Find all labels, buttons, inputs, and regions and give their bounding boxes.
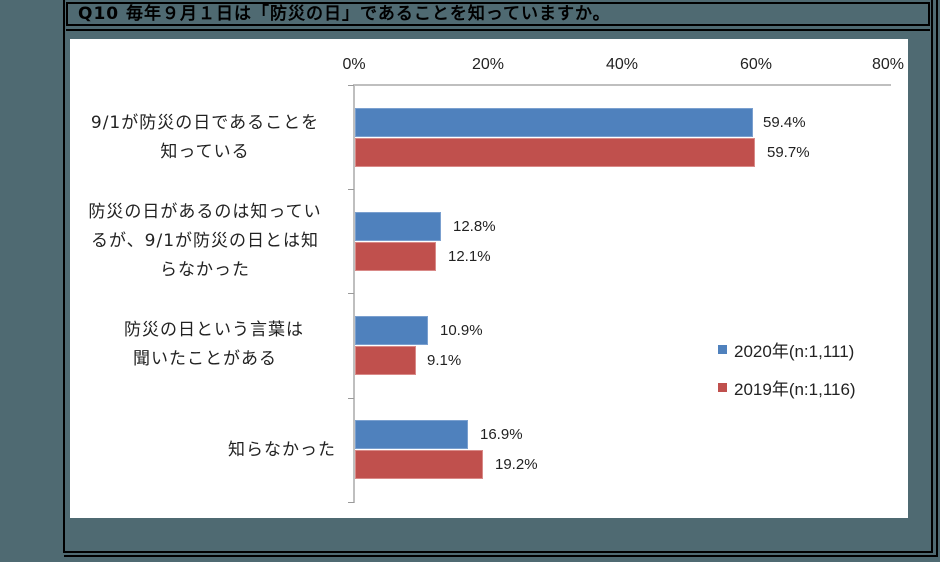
bar-value-label: 59.7% [767,144,810,161]
title-divider [66,29,930,31]
y-tick [348,502,354,503]
category-label-line: 知っている [160,142,250,162]
y-tick [348,85,354,86]
category-label-line: 防災の日があるのは知ってい [88,202,322,222]
category-label: 防災の日という言葉は 聞いたことがある [70,316,340,374]
category-label-line: 知らなかった [228,440,336,460]
outer-frame [63,0,933,553]
category-label: 防災の日があるのは知ってい るが、9/1が防災の日とは知 らなかった [70,198,340,285]
legend-item-2020: 2020年(n:1,111) [718,330,856,368]
bar-value-label: 16.9% [480,426,523,443]
x-tick-label: 20% [471,56,505,73]
frame-shadow-bottom [64,555,938,557]
bar-2020-cat2 [355,212,441,241]
x-tick-label: 40% [605,56,639,73]
chart-title: Q10 毎年９月１日は「防災の日」であることを知っていますか。 [78,4,611,24]
bar-2019-cat3 [355,346,416,375]
bar-value-label: 10.9% [440,322,483,339]
y-tick [348,189,354,190]
legend: 2020年(n:1,111) 2019年(n:1,116) [718,330,856,406]
bar-2020-cat4 [355,420,468,449]
title-bar: Q10 毎年９月１日は「防災の日」であることを知っていますか。 [66,2,930,26]
bar-2020-cat1 [355,108,753,137]
category-label-line: 防災の日という言葉は [124,320,304,340]
bar-value-label: 19.2% [495,456,538,473]
frame-shadow-right [936,0,938,556]
x-axis-line [354,84,891,86]
x-tick-label: 60% [739,56,773,73]
bar-2019-cat1 [355,138,755,167]
bar-value-label: 12.1% [448,248,491,265]
bar-value-label: 9.1% [427,352,462,369]
y-tick [348,398,354,399]
y-axis-line [353,84,355,503]
category-label-line: 聞いたことがある [133,349,277,369]
category-label-line: るが、9/1が防災の日とは知 [90,231,320,251]
x-tick-label: 0% [342,56,366,73]
legend-swatch-red [718,382,727,392]
bar-value-label: 59.4% [763,114,806,131]
legend-label: 2020年(n:1,111) [734,341,855,361]
category-label-line: らなかった [160,260,250,280]
category-label: 9/1が防災の日であることを 知っている [70,109,340,167]
bar-2020-cat3 [355,316,428,345]
y-tick [348,293,354,294]
bar-value-label: 12.8% [453,218,496,235]
category-label: 知らなかった [106,436,336,465]
bar-2019-cat2 [355,242,436,271]
legend-swatch-blue [718,344,727,354]
legend-label: 2019年(n:1,116) [734,379,856,399]
bar-2019-cat4 [355,450,483,479]
x-tick-label: 80% [871,56,905,73]
legend-item-2019: 2019年(n:1,116) [718,368,856,406]
category-label-line: 9/1が防災の日であることを [90,113,320,133]
